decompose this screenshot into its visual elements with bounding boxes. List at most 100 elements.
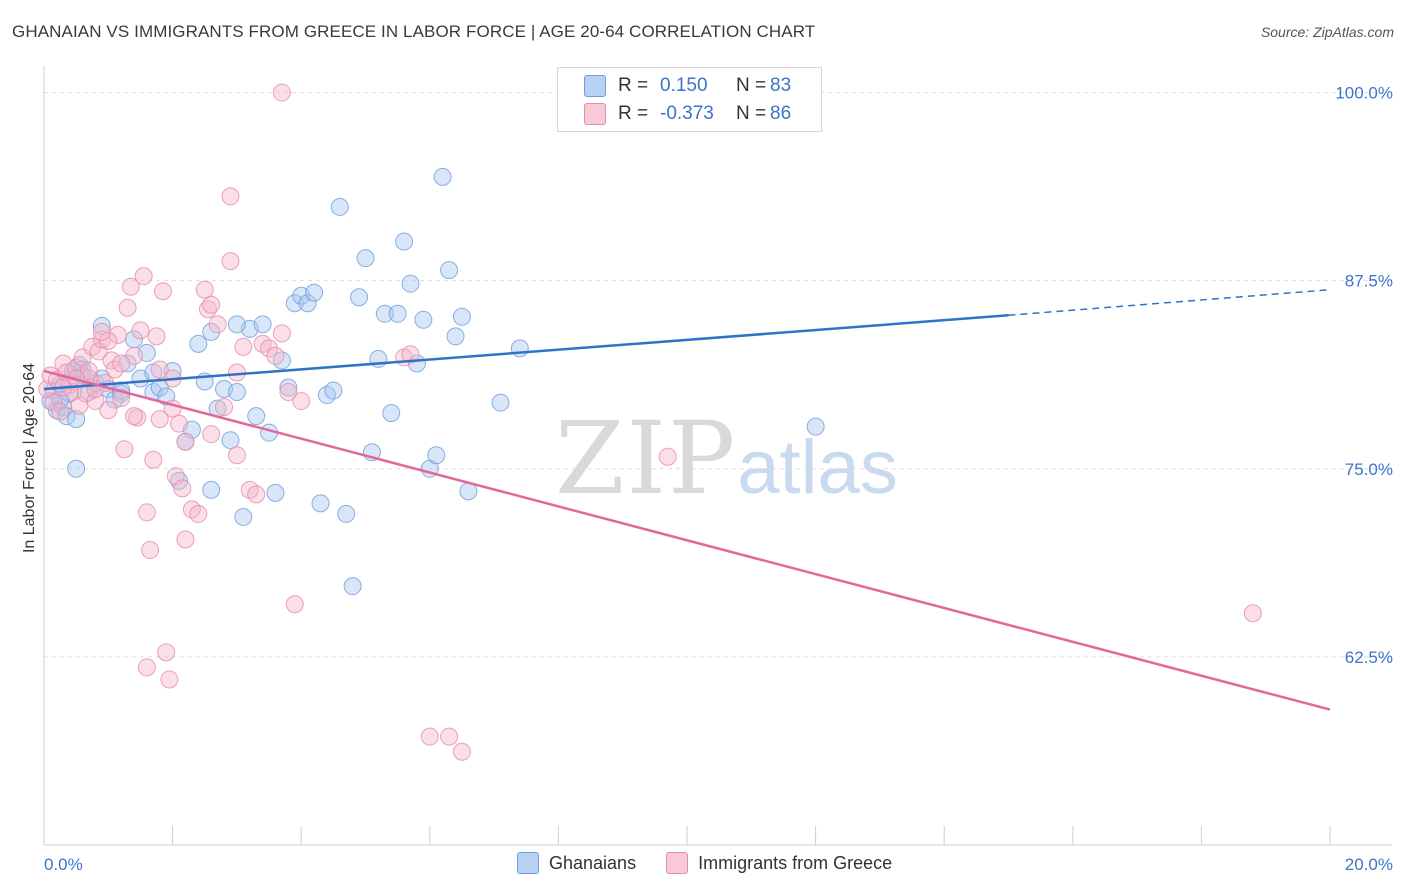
- n-label: N =: [736, 75, 767, 96]
- greece-point: [150, 410, 169, 429]
- ghanaian-point: [247, 407, 266, 426]
- ghanaian-point: [202, 322, 221, 341]
- pink-swatch: [666, 852, 689, 874]
- r-value: 0.150: [660, 75, 708, 96]
- x-tick-label: 20.0%: [1345, 855, 1393, 874]
- greece-point: [279, 383, 298, 402]
- y-axis-label: In Labor Force | Age 20-64: [21, 362, 38, 554]
- legend-label: Ghanaians: [549, 852, 637, 873]
- greece-point: [51, 402, 70, 421]
- ghanaian-point: [401, 274, 420, 293]
- y-tick-label: 62.5%: [1345, 648, 1393, 667]
- pink-swatch: [584, 103, 606, 125]
- greece-point: [452, 742, 471, 761]
- ghanaian-point: [285, 294, 304, 313]
- greece-point: [272, 83, 291, 102]
- ghanaian-point: [57, 407, 76, 426]
- greece-point: [99, 331, 118, 350]
- legend-item-ghanaians[interactable]: Ghanaians: [517, 852, 636, 874]
- greece-trend-line: [43, 369, 1331, 711]
- greece-point: [247, 485, 266, 504]
- greece-point: [157, 643, 176, 662]
- y-tick-label: 75.0%: [1345, 460, 1393, 479]
- ghanaian-point: [227, 383, 246, 402]
- ghanaian-point: [266, 483, 285, 502]
- greece-point: [112, 389, 131, 408]
- y-tick-label: 100.0%: [1335, 84, 1393, 103]
- chart-title: GHANAIAN VS IMMIGRANTS FROM GREECE IN LA…: [12, 22, 816, 41]
- ghanaian-point: [414, 310, 433, 329]
- greece-point: [221, 252, 240, 271]
- greece-point: [253, 334, 272, 353]
- ghanaian-point: [806, 417, 825, 436]
- ghanaian-trend-line: [43, 314, 1009, 391]
- greece-point: [176, 530, 195, 549]
- greece-point: [131, 321, 150, 340]
- greece-point: [92, 322, 111, 341]
- x-tick-label: 0.0%: [44, 855, 83, 874]
- ghanaian-point: [227, 315, 246, 334]
- ghanaian-point: [189, 334, 208, 353]
- ghanaian-point: [427, 446, 446, 465]
- greece-point: [147, 327, 166, 346]
- greece-point: [227, 446, 246, 465]
- greece-point: [221, 187, 240, 206]
- ghanaian-point: [446, 327, 465, 346]
- greece-point: [134, 267, 153, 286]
- ghanaian-point: [317, 386, 336, 405]
- greece-point: [195, 280, 214, 299]
- ghanaian-point: [67, 459, 86, 478]
- watermark-zip: ZIP: [555, 400, 738, 517]
- greece-point: [118, 298, 137, 317]
- greece-point: [141, 541, 160, 560]
- greece-point: [202, 295, 221, 314]
- greece-point: [440, 727, 459, 746]
- ghanaian-point: [433, 167, 452, 186]
- ghanaian-trend-extension: [1008, 288, 1331, 317]
- greece-point: [137, 503, 156, 522]
- greece-point: [658, 447, 677, 466]
- greece-point: [83, 337, 102, 356]
- r-label: R =: [618, 103, 649, 124]
- greece-point: [173, 479, 192, 498]
- greece-point: [121, 277, 140, 296]
- ghanaian-point: [67, 410, 86, 429]
- ghanaian-point: [221, 431, 240, 450]
- ghanaian-point: [279, 378, 298, 397]
- greece-point: [401, 345, 420, 364]
- greece-point: [420, 727, 439, 746]
- greece-point: [182, 500, 201, 519]
- ghanaian-point: [388, 304, 407, 323]
- legend-row-greece: R = -0.373 N = 86: [584, 102, 791, 126]
- legend-row-ghanaians: R = 0.150 N = 83: [584, 74, 791, 98]
- greece-point: [144, 450, 163, 469]
- source-credit: Source: ZipAtlas.com: [1260, 24, 1394, 40]
- correlation-legend: R = 0.150 N = 83 R = -0.373 N = 86: [557, 67, 822, 132]
- legend-item-greece[interactable]: Immigrants from Greece: [666, 852, 892, 874]
- n-value: 83: [770, 75, 792, 96]
- ghanaian-point: [350, 288, 369, 307]
- ghanaian-point: [324, 381, 343, 400]
- blue-swatch: [584, 75, 606, 97]
- greece-point: [170, 414, 189, 433]
- greece-point: [160, 670, 179, 689]
- ghanaian-point: [234, 507, 253, 526]
- ghanaian-point: [272, 351, 291, 370]
- greece-point: [125, 407, 144, 426]
- greece-point: [266, 346, 285, 365]
- greece-point: [292, 392, 311, 411]
- greece-point: [176, 432, 195, 451]
- ghanaian-point: [305, 283, 324, 302]
- greece-point: [115, 440, 134, 459]
- greece-point: [215, 398, 234, 417]
- ghanaian-point: [337, 504, 356, 523]
- greece-point: [189, 504, 208, 523]
- ghanaian-point: [382, 404, 401, 423]
- greece-point: [1243, 604, 1262, 623]
- greece-point: [44, 393, 63, 412]
- watermark: ZIPatlas: [555, 400, 898, 517]
- greece-point: [137, 658, 156, 677]
- y-tick-label: 87.5%: [1345, 272, 1393, 291]
- greece-point: [240, 480, 259, 499]
